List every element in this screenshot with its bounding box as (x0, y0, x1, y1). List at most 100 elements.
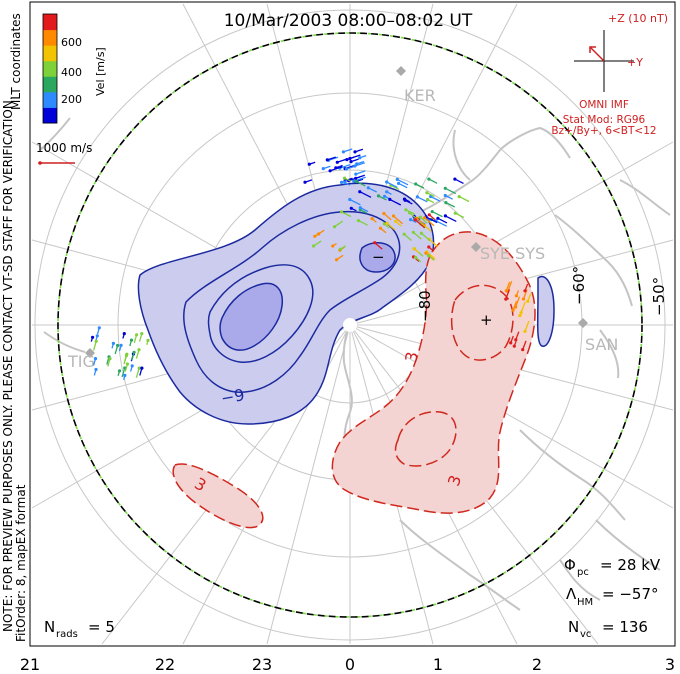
contour-label-3-north: 3 (401, 350, 421, 363)
station-marker-sye (471, 242, 481, 252)
vector-shaft (410, 219, 417, 223)
vector-shaft (111, 343, 115, 349)
vector-shaft (360, 207, 369, 213)
vector-shaft (123, 355, 128, 365)
vector-shaft (431, 211, 443, 218)
vector-shaft (505, 281, 511, 292)
vector-shaft (512, 300, 518, 311)
vector-shaft (129, 339, 133, 347)
vector-shaft (437, 217, 448, 224)
vector-shaft (351, 207, 357, 212)
vector-shaft (426, 251, 436, 260)
colorbar-frame (42, 13, 58, 124)
mlt-tick-21: 21 (20, 655, 40, 674)
vector-shaft (344, 177, 352, 182)
colorbar-segment (43, 91, 57, 108)
vector-shaft (393, 215, 404, 225)
vector-shaft (425, 216, 438, 224)
colorbar-segment (43, 76, 57, 93)
vector-shaft (515, 290, 520, 297)
stat-phi-pc: Φ pc = 28 kV (564, 556, 661, 578)
svg-text:pc: pc (577, 567, 589, 578)
imf-vector-arrow (589, 46, 605, 62)
plot-frame (29, 1, 676, 647)
stat-n-rads: N rads = 5 (44, 618, 115, 640)
velocity-colorbar (42, 13, 58, 124)
colorbar-label: Vel [m/s] (94, 47, 107, 96)
vector-shaft (122, 333, 125, 339)
imf-y-label: +Y (627, 56, 643, 69)
vector-shaft (341, 211, 352, 218)
colorbar-segment (43, 60, 57, 77)
vector-shaft (505, 289, 511, 300)
vector-shaft (314, 232, 321, 237)
vector-shaft (428, 178, 438, 184)
vector-shaft (419, 216, 428, 224)
stat-n-vc: N vc = 136 (568, 618, 648, 640)
vector-shaft (415, 256, 422, 263)
vector-shaft (403, 233, 412, 241)
svg-text:rads: rads (56, 629, 78, 640)
station-label-san: SAN (585, 335, 618, 354)
vector-shaft (340, 245, 346, 250)
vector-shaft (133, 334, 138, 344)
vector-shaft (428, 238, 439, 248)
mlt-tick-0: 0 (345, 655, 355, 674)
vector-shaft (359, 154, 367, 159)
vector-shaft (445, 202, 455, 208)
mlt-axis: 21 22 23 0 1 2 3 (20, 655, 675, 674)
vector-shaft (514, 296, 521, 308)
vector-shaft (355, 170, 366, 175)
vector-shaft (329, 166, 343, 172)
vector-shaft (336, 254, 344, 261)
vector-shaft (96, 327, 100, 335)
station-label-tig: TIG (67, 352, 95, 371)
vector-shaft (435, 220, 447, 227)
svg-text:Λ: Λ (566, 585, 577, 603)
map-title: 10/Mar/2003 08:00–08:02 UT (224, 11, 473, 31)
vector-shaft (397, 178, 409, 186)
vector-shaft (428, 214, 436, 221)
potential-maximum-marker: + (480, 311, 493, 329)
vector-shaft (527, 293, 532, 302)
vector-shaft (90, 337, 94, 342)
stat-n-rads-value: = 5 (88, 618, 115, 636)
vector-shaft (356, 180, 366, 187)
imf-source: OMNI IMF (579, 99, 629, 111)
vector-shaft (522, 340, 527, 350)
vector-shaft (383, 213, 392, 221)
vector-scale-origin (38, 161, 42, 165)
vector-shaft (427, 255, 435, 261)
heppner-maynard-boundary (57, 32, 643, 618)
vector-shaft (327, 156, 337, 161)
vector-shaft (414, 219, 426, 229)
vector-shaft (139, 367, 143, 376)
mlt-tick-3: 3 (665, 655, 675, 674)
vector-shaft (359, 191, 372, 198)
vector-shaft (124, 363, 129, 372)
mlt-tick-23: 23 (252, 655, 272, 674)
svg-text:Φ: Φ (564, 556, 576, 574)
vector-shaft (380, 227, 387, 234)
vector-shaft (413, 248, 420, 254)
imf-condition: Bz+/By+, 6<BT<12 (551, 125, 656, 137)
vector-shaft (129, 365, 133, 372)
vector-shaft (416, 217, 426, 226)
vector-shaft (92, 358, 97, 366)
station-label-sye-sys: SYE SYS (480, 244, 545, 263)
station-marker-ker (396, 66, 406, 76)
vector-shaft (455, 212, 465, 219)
vector-shaft (404, 199, 413, 205)
vector-shaft (350, 158, 359, 163)
vector-shaft (524, 283, 529, 292)
imf-stat-model: Stat Mod: RG96 (563, 114, 646, 126)
stat-lambda-hm: Λ HM = −57° (566, 585, 659, 608)
colorbar-segment (43, 29, 57, 46)
colorbar-segment (43, 45, 57, 62)
vector-shaft (337, 158, 346, 163)
vector-shaft (135, 367, 140, 378)
vector-shaft (417, 196, 428, 203)
vector-shaft (427, 198, 435, 204)
station-marker-tig (85, 348, 95, 358)
mlt-tick-22: 22 (155, 655, 175, 674)
